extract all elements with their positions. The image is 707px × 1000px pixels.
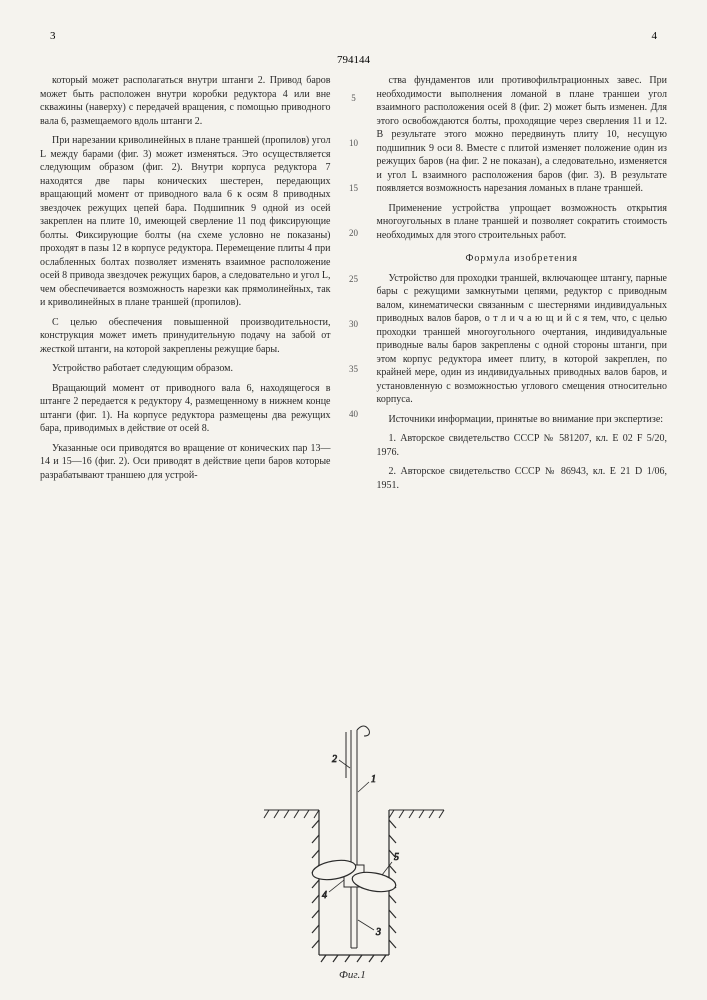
para: ства фундаментов или противофильтрационн…: [377, 74, 668, 196]
para: При нарезании криволинейных в плане тран…: [40, 134, 331, 310]
right-column: ства фундаментов или противофильтрационн…: [377, 74, 668, 498]
document-number: 794144: [40, 54, 667, 66]
line-number: 35: [347, 363, 361, 375]
page-number-left: 3: [50, 30, 56, 42]
para: Указанные оси приводятся во вращение от …: [40, 442, 331, 483]
line-number: 25: [347, 273, 361, 285]
line-number: 20: [347, 227, 361, 239]
figure-svg: 2 1 4 5 3 Фиг.1: [244, 720, 464, 980]
figure-1: 2 1 4 5 3 Фиг.1: [0, 720, 707, 980]
para: С целью обеспечения повышенной производи…: [40, 316, 331, 357]
claims-title: Формула изобретения: [377, 252, 668, 266]
line-number: 15: [347, 182, 361, 194]
line-number: 10: [347, 137, 361, 149]
para: который может располагаться внутри штанг…: [40, 74, 331, 128]
source-entry: 2. Авторское свидетельство СССР № 86943,…: [377, 465, 668, 492]
para: Устройство работает следующим образом.: [40, 362, 331, 376]
line-number-gutter: 5 10 15 20 25 30 35 40: [347, 74, 361, 498]
para: Устройство для проходки траншей, включаю…: [377, 272, 668, 407]
line-number: 40: [347, 408, 361, 420]
body-columns: который может располагаться внутри штанг…: [40, 74, 667, 498]
line-number: 5: [347, 92, 361, 104]
sources-title: Источники информации, принятые во вниман…: [377, 413, 668, 427]
figure-label: 5: [394, 852, 399, 863]
para: Вращающий момент от приводного вала 6, н…: [40, 382, 331, 436]
source-entry: 1. Авторское свидетельство СССР № 581207…: [377, 432, 668, 459]
figure-caption: Фиг.1: [339, 969, 366, 980]
figure-label: 2: [332, 754, 337, 765]
para: Применение устройства упрощает возможнос…: [377, 202, 668, 243]
page-number-right: 4: [652, 30, 658, 42]
figure-label: 4: [322, 890, 327, 901]
figure-label: 3: [375, 927, 381, 938]
left-column: который может располагаться внутри штанг…: [40, 74, 331, 498]
line-number: 30: [347, 318, 361, 330]
figure-label: 1: [371, 774, 376, 785]
